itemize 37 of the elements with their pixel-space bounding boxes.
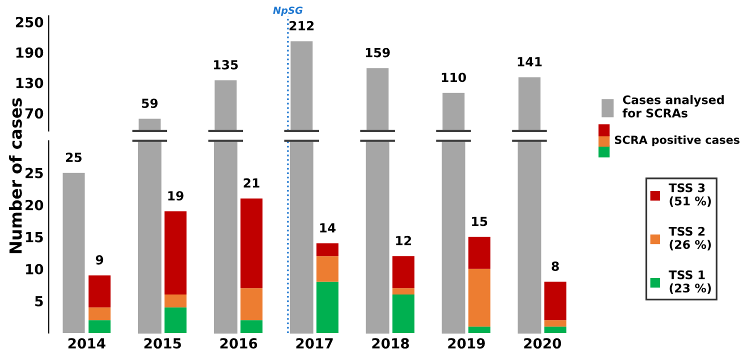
data-label: 212 [290,20,314,30]
y-tick-label: 10 [26,264,44,274]
x-tick-label: 2020 [524,338,562,349]
y-tick-label: 15 [26,232,43,242]
total-label: 19 [168,191,184,201]
y-tick-label: 25 [26,168,43,178]
y-axis-title: Number of cases [8,98,22,254]
legend-label: Cases analysed for SCRAs [622,95,724,118]
data-label: 141 [518,57,542,66]
y-tick-label: 130 [16,78,44,88]
data-label: 159 [366,48,390,58]
total-label: 15 [472,216,488,226]
text: SCRA positive cases [614,135,740,146]
ref-line-label: NpSG [273,6,303,16]
x-tick-label: 2017 [296,338,333,349]
x-tick-label: 2015 [144,338,181,349]
x-tick-label: 2019 [448,338,485,349]
legend-label: TSS 3 (51 %) [668,183,711,207]
x-tick-label: 2014 [68,338,106,349]
data-label: 135 [214,60,238,70]
y-tick-label: 5 [35,296,43,306]
y-tick-label: 250 [16,16,44,28]
total-label: 12 [396,236,412,246]
y-tick-label: 70 [25,108,44,119]
data-label: 25 [66,152,82,162]
data-label: 110 [442,72,466,82]
total-label: 21 [244,178,260,188]
total-label: 9 [96,255,104,265]
data-label: 59 [142,98,158,108]
y-tick-label: 190 [16,47,44,58]
y-tick-label: 20 [26,200,44,210]
total-label: 14 [320,223,336,232]
x-tick-label: 2018 [372,338,409,349]
x-tick-label: 2016 [220,338,258,349]
total-label: 8 [552,262,559,271]
legend-label: TSS 2 (26 %) [668,226,711,250]
legend-label: TSS 1 (23 %) [668,270,711,294]
